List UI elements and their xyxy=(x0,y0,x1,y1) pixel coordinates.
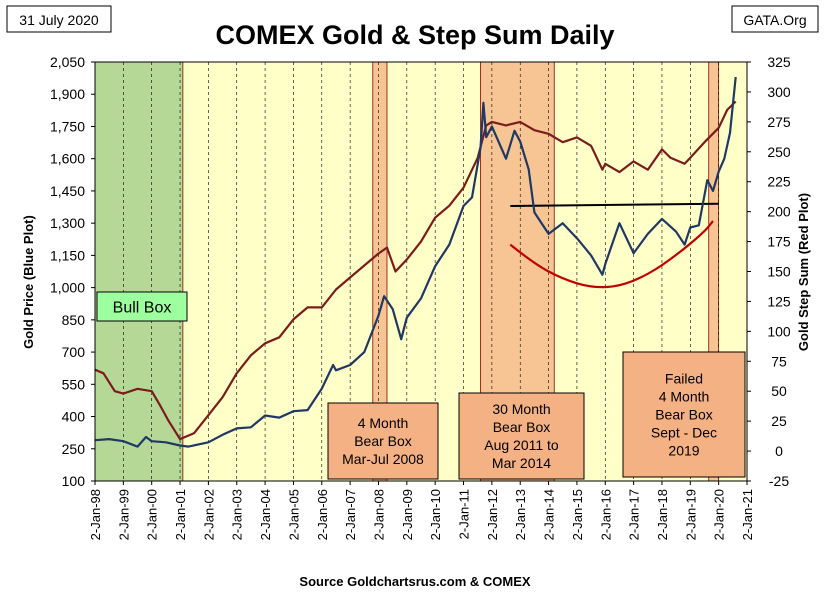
x-tick-label: 2-Jan-00 xyxy=(145,489,160,540)
left-tick-label: 100 xyxy=(62,473,86,489)
gold-price-line xyxy=(94,76,737,448)
right-tick-label: 0 xyxy=(775,443,783,459)
x-tick-label: 2-Jan-12 xyxy=(485,489,500,540)
date-box xyxy=(6,5,112,33)
right-axis: -25 0 25 50 75 100 125 150 175 200 225 250 275 300 325 xyxy=(747,54,791,489)
x-tick-label: 2-Jan-02 xyxy=(201,489,216,540)
annotation-text: 30 Month xyxy=(492,401,550,417)
x-tick-label: 2-Jan-14 xyxy=(542,489,557,540)
x-tick-label: 2-Jan-11 xyxy=(457,489,472,539)
site-box xyxy=(731,5,819,33)
x-tick-label: 2-Jan-09 xyxy=(400,489,415,540)
left-axis-title: Gold Price (Blue Plot) xyxy=(21,215,36,349)
left-tick-label: 700 xyxy=(62,344,86,360)
right-tick-label: 75 xyxy=(771,353,787,369)
left-tick-label: 850 xyxy=(62,312,86,328)
x-tick-label: 2-Jan-98 xyxy=(88,489,103,540)
left-tick-label: 2,050 xyxy=(50,54,85,70)
source-label: Source Goldchartsrus.com & COMEX xyxy=(299,574,530,589)
right-tick-label: 300 xyxy=(767,84,791,100)
annotation-text: Mar 2014 xyxy=(492,455,551,471)
x-tick-label: 2-Jan-17 xyxy=(627,489,642,540)
x-tick-label: 2-Jan-01 xyxy=(173,489,188,540)
left-tick-label: 400 xyxy=(62,409,86,425)
left-tick-label: 1,750 xyxy=(50,118,85,134)
annotation-text: Failed xyxy=(665,371,703,387)
annotation-text: 4 Month xyxy=(358,415,409,431)
left-tick-label: 1,000 xyxy=(50,280,85,296)
support-line-line xyxy=(510,202,719,207)
left-tick-label: 1,300 xyxy=(50,215,85,231)
annotation-text: Bear Box xyxy=(655,407,713,423)
x-tick-label: 2-Jan-10 xyxy=(428,489,443,540)
annotation-box xyxy=(327,402,439,480)
annotation-box xyxy=(622,351,746,478)
right-axis-title: Gold Step Sum (Red Plot) xyxy=(796,193,811,351)
x-tick-label: 2-Jan-16 xyxy=(598,489,613,540)
gold-step-sum-line xyxy=(94,100,737,441)
bowl-line xyxy=(509,220,714,289)
x-tick-label: 2-Jan-19 xyxy=(683,489,698,540)
x-tick-label: 2-Jan-99 xyxy=(116,489,131,540)
left-tick-label: 1,600 xyxy=(50,151,85,167)
x-tick-label: 2-Jan-13 xyxy=(513,489,528,540)
right-tick-label: 150 xyxy=(767,264,791,280)
right-tick-label: 275 xyxy=(767,114,791,130)
x-axis: 2-Jan-98 2-Jan-99 2-Jan-00 2-Jan-01 2-Jan-02… xyxy=(88,481,755,540)
date-label: 31 July 2020 xyxy=(19,12,99,28)
x-tick-label: 2-Jan-15 xyxy=(570,489,585,540)
annotation-text: Mar-Jul 2008 xyxy=(342,451,424,467)
right-tick-label: 50 xyxy=(771,383,787,399)
annotation-text: Aug 2011 to xyxy=(484,437,559,453)
right-tick-label: 200 xyxy=(767,204,791,220)
right-tick-label: -25 xyxy=(769,473,789,489)
left-tick-label: 1,150 xyxy=(50,247,85,263)
x-tick-label: 2-Jan-05 xyxy=(286,489,301,540)
x-tick-label: 2-Jan-08 xyxy=(371,489,386,540)
annotation-box xyxy=(96,291,188,322)
annotation-text: Bull Box xyxy=(113,299,172,316)
annotation-boxes: Bull Box 4 Month Bear Box Mar-Jul 2008 30 Mo… xyxy=(96,291,746,480)
left-tick-label: 250 xyxy=(62,441,86,457)
site-label: GATA.Org xyxy=(743,12,806,28)
annotation-box xyxy=(458,392,585,480)
left-tick-label: 1,900 xyxy=(50,86,85,102)
x-tick-label: 2-Jan-20 xyxy=(712,489,727,540)
annotation-text: Bear Box xyxy=(354,433,412,449)
annotation-text: Bear Box xyxy=(493,419,551,435)
left-tick-label: 1,450 xyxy=(50,183,85,199)
x-tick-label: 2-Jan-03 xyxy=(230,489,245,540)
x-tick-label: 2-Jan-21 xyxy=(740,489,755,540)
shaded-region xyxy=(94,61,184,482)
right-tick-label: 25 xyxy=(771,413,787,429)
right-tick-label: 325 xyxy=(767,54,791,70)
annotation-text: 4 Month xyxy=(659,389,710,405)
annotation-text: 2019 xyxy=(668,443,699,459)
right-tick-label: 225 xyxy=(767,174,791,190)
left-axis: 100 250 400 550 700 850 1,000 1,150 1,300 1,450 1,… xyxy=(50,54,95,489)
x-tick-label: 2-Jan-04 xyxy=(258,489,273,540)
x-tick-label: 2-Jan-18 xyxy=(655,489,670,540)
annotation-text: Sept - Dec xyxy=(651,425,717,441)
right-tick-label: 175 xyxy=(767,234,791,250)
right-tick-label: 125 xyxy=(767,293,791,309)
x-tick-label: 2-Jan-06 xyxy=(315,489,330,540)
left-tick-label: 550 xyxy=(62,376,86,392)
chart-title: COMEX Gold & Step Sum Daily xyxy=(215,20,614,50)
right-tick-label: 100 xyxy=(767,323,791,339)
right-tick-label: 250 xyxy=(767,144,791,160)
series-lines xyxy=(94,76,737,448)
x-tick-label: 2-Jan-07 xyxy=(343,489,358,540)
